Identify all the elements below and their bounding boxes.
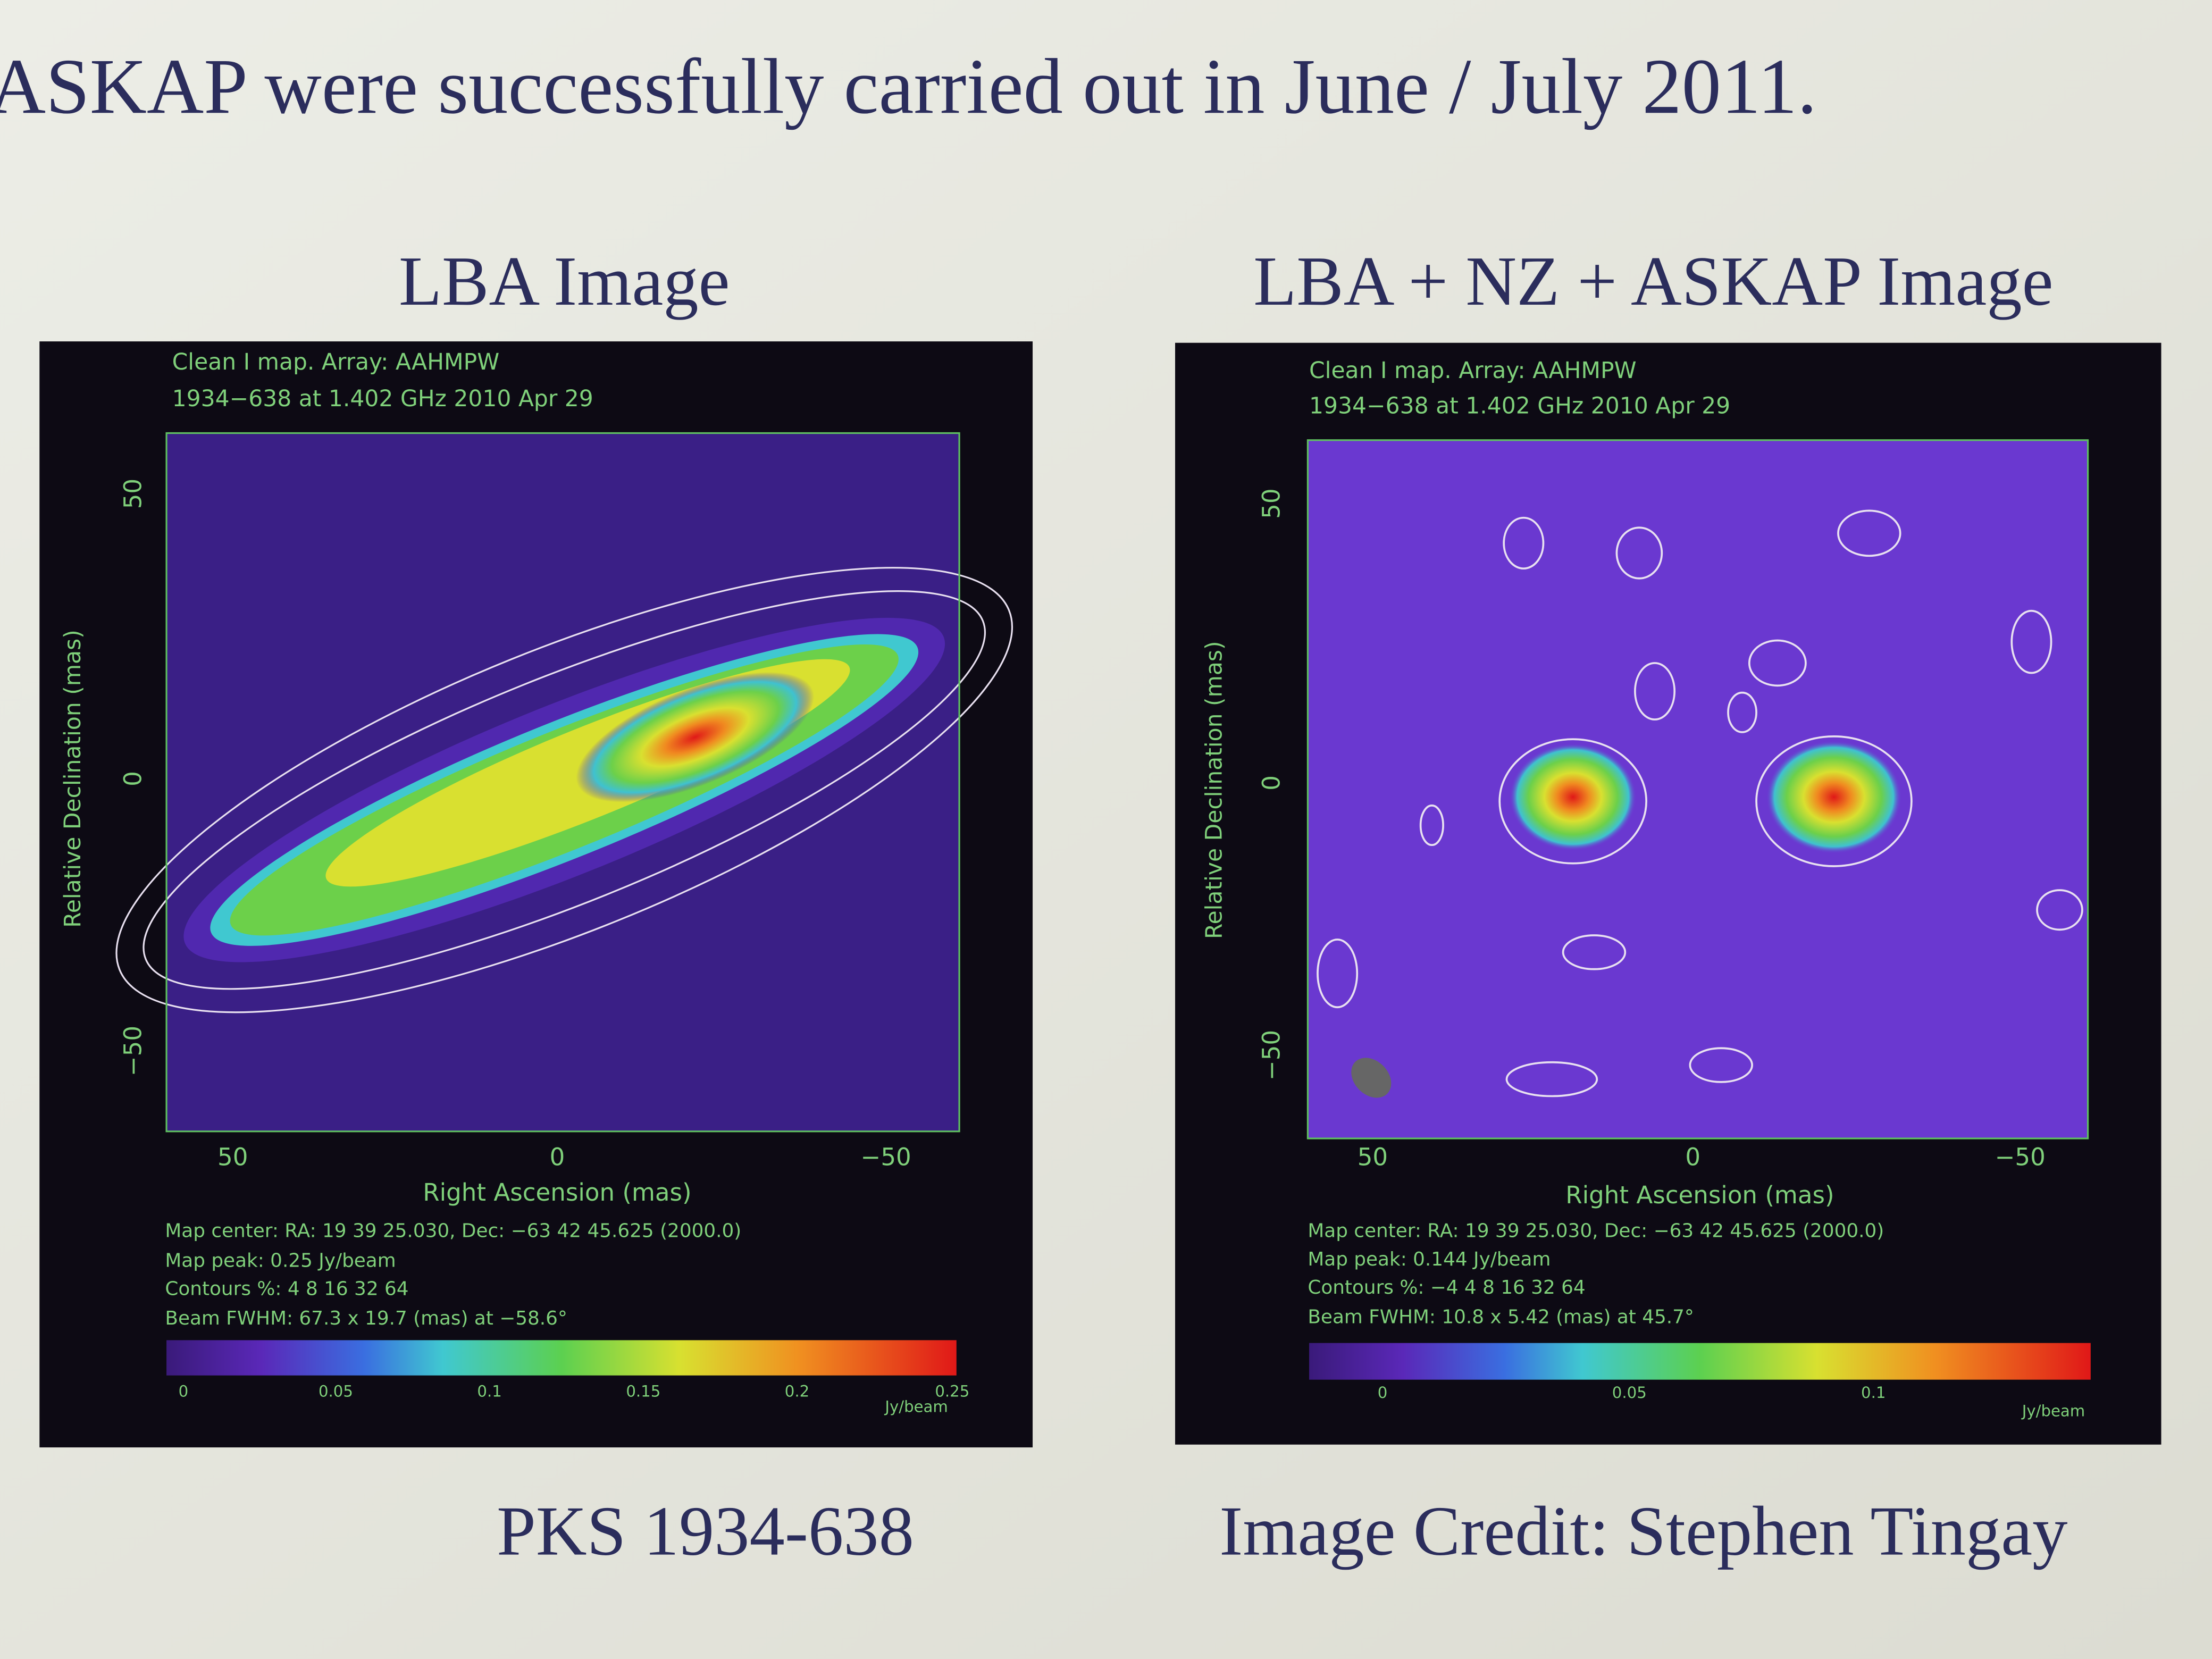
map-label: Clean I map. Array: AAHMPW — [172, 349, 500, 375]
header-text: ASKAP were successfully carried out in J… — [0, 43, 1817, 130]
x-tick-label: −50 — [1995, 1143, 2046, 1171]
info-line: Map peak: 0.144 Jy/beam — [1308, 1249, 1551, 1270]
y-axis-label: Relative Declination (mas) — [1202, 641, 1228, 939]
colorbar-tick-label: 0.15 — [626, 1382, 660, 1401]
caption: PKS 1934-638 — [497, 1492, 914, 1570]
y-tick-label: −50 — [1257, 1030, 1285, 1080]
colorbar-tick-label: 0.1 — [1861, 1384, 1886, 1402]
y-tick-label: −50 — [119, 1026, 147, 1076]
colorbar-tick-label: 0.05 — [319, 1382, 353, 1401]
info-line: Map peak: 0.25 Jy/beam — [165, 1250, 396, 1271]
y-tick-label: 0 — [119, 771, 147, 786]
x-tick-label: 0 — [550, 1143, 565, 1171]
source-line: 1934−638 at 1.402 GHz 2010 Apr 29 — [172, 386, 593, 412]
colorbar-tick-label: 0 — [179, 1382, 189, 1401]
x-axis-label: Right Ascension (mas) — [423, 1178, 691, 1206]
y-tick-label: 50 — [1257, 488, 1285, 518]
x-axis-label: Right Ascension (mas) — [1565, 1181, 1834, 1209]
y-axis-label: Relative Declination (mas) — [60, 630, 86, 928]
x-tick-label: 50 — [217, 1143, 248, 1171]
beam — [1351, 1058, 1392, 1098]
colorbar-tick-label: 0.2 — [785, 1382, 809, 1401]
colorbar-tick-label: 0.05 — [1612, 1384, 1647, 1402]
colorbar-tick-label: 0.1 — [477, 1382, 501, 1401]
plot-border — [1306, 439, 2089, 1139]
x-tick-label: 0 — [1685, 1143, 1700, 1171]
colorbar-unit: Jy/beam — [2021, 1402, 2085, 1420]
panel-title: LBA + NZ + ASKAP Image — [1253, 242, 2053, 320]
y-tick-label: 0 — [1257, 775, 1285, 791]
map-label: Clean I map. Array: AAHMPW — [1309, 358, 1637, 384]
colorbar-tick-label: 0.25 — [935, 1382, 969, 1401]
plot-area — [1308, 440, 2088, 1139]
caption: Image Credit: Stephen Tingay — [1219, 1492, 2067, 1570]
panel-title: LBA Image — [399, 242, 730, 320]
info-line: Contours %: −4 4 8 16 32 64 — [1308, 1277, 1585, 1298]
x-tick-label: −50 — [861, 1143, 911, 1171]
info-line: Contours %: 4 8 16 32 64 — [165, 1278, 408, 1300]
colorbar-unit: Jy/beam — [884, 1398, 948, 1416]
colorbar — [166, 1340, 957, 1376]
info-line: Beam FWHM: 67.3 x 19.7 (mas) at −58.6° — [165, 1308, 567, 1329]
info-line: Beam FWHM: 10.8 x 5.42 (mas) at 45.7° — [1308, 1306, 1694, 1328]
info-line: Map center: RA: 19 39 25.030, Dec: −63 4… — [165, 1220, 741, 1242]
heatmap — [1317, 509, 2083, 1097]
colorbar-tick-label: 0 — [1378, 1384, 1388, 1402]
info-line: Map center: RA: 19 39 25.030, Dec: −63 4… — [1308, 1220, 1884, 1242]
heatmap — [115, 567, 1013, 1013]
source-line: 1934−638 at 1.402 GHz 2010 Apr 29 — [1309, 393, 1730, 419]
x-tick-label: 50 — [1358, 1143, 1388, 1171]
colorbar — [1309, 1343, 2091, 1380]
plot-border — [165, 432, 960, 1133]
y-tick-label: 50 — [119, 479, 147, 509]
